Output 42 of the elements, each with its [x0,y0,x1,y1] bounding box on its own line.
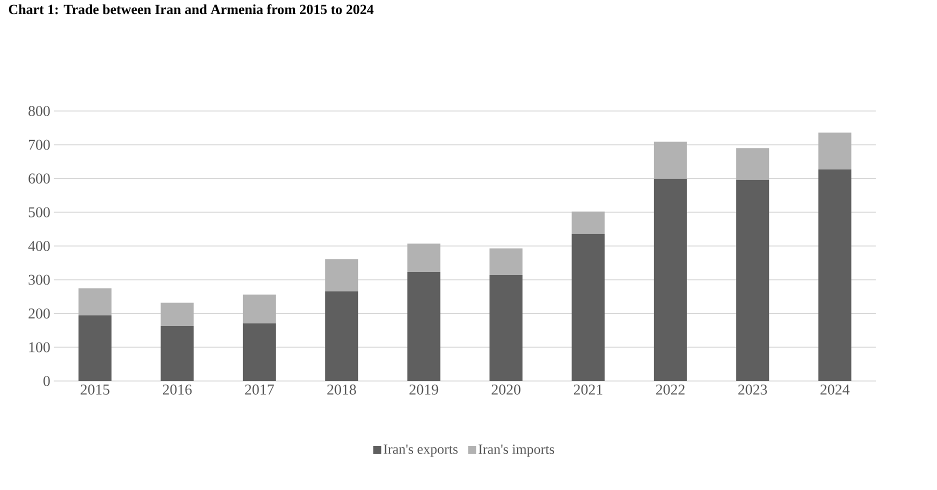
bar [242,323,276,381]
legend-label: Iran's exports [384,444,458,457]
y-tick-label: 400 [28,240,50,252]
y-tick-label: 700 [28,140,50,150]
bar [78,315,112,381]
x-tick-label: 2022 [656,384,685,395]
bar [818,132,852,170]
y-tick-label: 0 [43,376,50,386]
y-tick-label: 800 [28,106,50,116]
y-tick-label: 300 [28,274,50,285]
x-tick-label: 2019 [410,384,438,395]
bar [407,272,440,381]
bar [654,178,687,381]
bar [490,275,523,381]
bar [78,288,112,316]
x-tick-label: 2018 [327,384,356,395]
chart-title: Chart 1: Trade between Iran and Armenia from 2015 to 2024 [8,4,374,14]
bar [572,212,605,234]
bar [572,234,605,381]
x-tick-label: 2024 [820,384,850,395]
bar [818,169,852,381]
x-tick-label: 2023 [738,384,767,395]
y-tick-label: 200 [28,308,50,319]
x-tick-label: 2016 [162,384,192,395]
bar [160,326,194,381]
bar [407,244,440,272]
y-tick-label: 600 [28,173,50,184]
bar [325,259,358,292]
x-tick-label: 2017 [245,384,274,395]
bar [736,180,770,381]
bar [325,291,358,381]
bar [654,142,687,179]
y-tick-label: 100 [29,342,50,352]
legend-label: Iran's imports [478,444,554,457]
x-tick-label: 2021 [574,384,602,395]
x-tick-label: 2020 [492,384,520,395]
y-tick-label: 500 [28,207,50,218]
bar [242,294,276,324]
bar [490,248,523,276]
x-tick-label: 2015 [80,384,110,395]
bar [736,148,770,180]
bar [160,302,194,326]
